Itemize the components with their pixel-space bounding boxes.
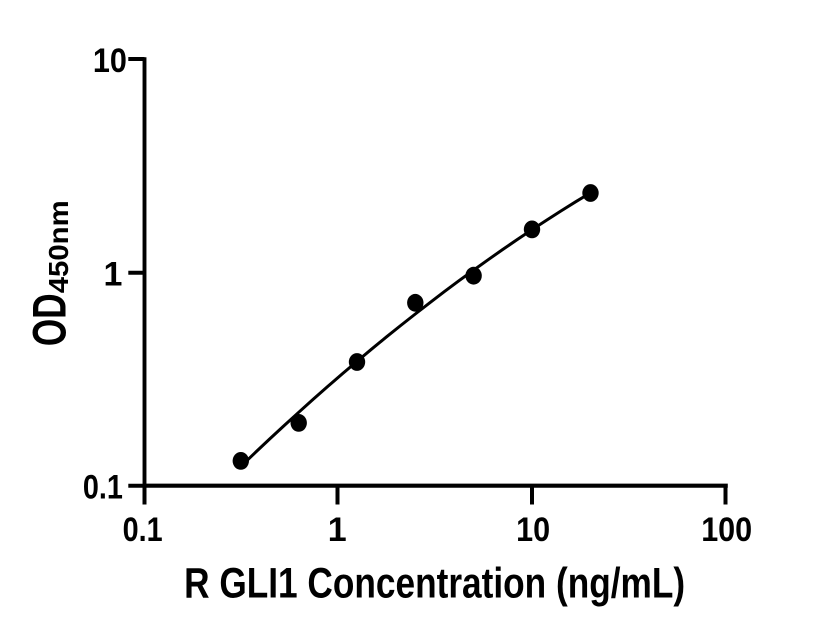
svg-text:10: 10 bbox=[93, 42, 127, 80]
svg-text:R GLI1 Concentration (ng/mL): R GLI1 Concentration (ng/mL) bbox=[184, 559, 685, 607]
svg-text:100: 100 bbox=[701, 511, 752, 549]
svg-text:0.1: 0.1 bbox=[123, 511, 163, 549]
svg-text:0.1: 0.1 bbox=[83, 468, 123, 506]
svg-text:1: 1 bbox=[328, 511, 347, 549]
svg-text:10: 10 bbox=[516, 511, 550, 549]
svg-text:OD450nm: OD450nm bbox=[23, 200, 76, 346]
svg-text:1: 1 bbox=[103, 256, 122, 294]
